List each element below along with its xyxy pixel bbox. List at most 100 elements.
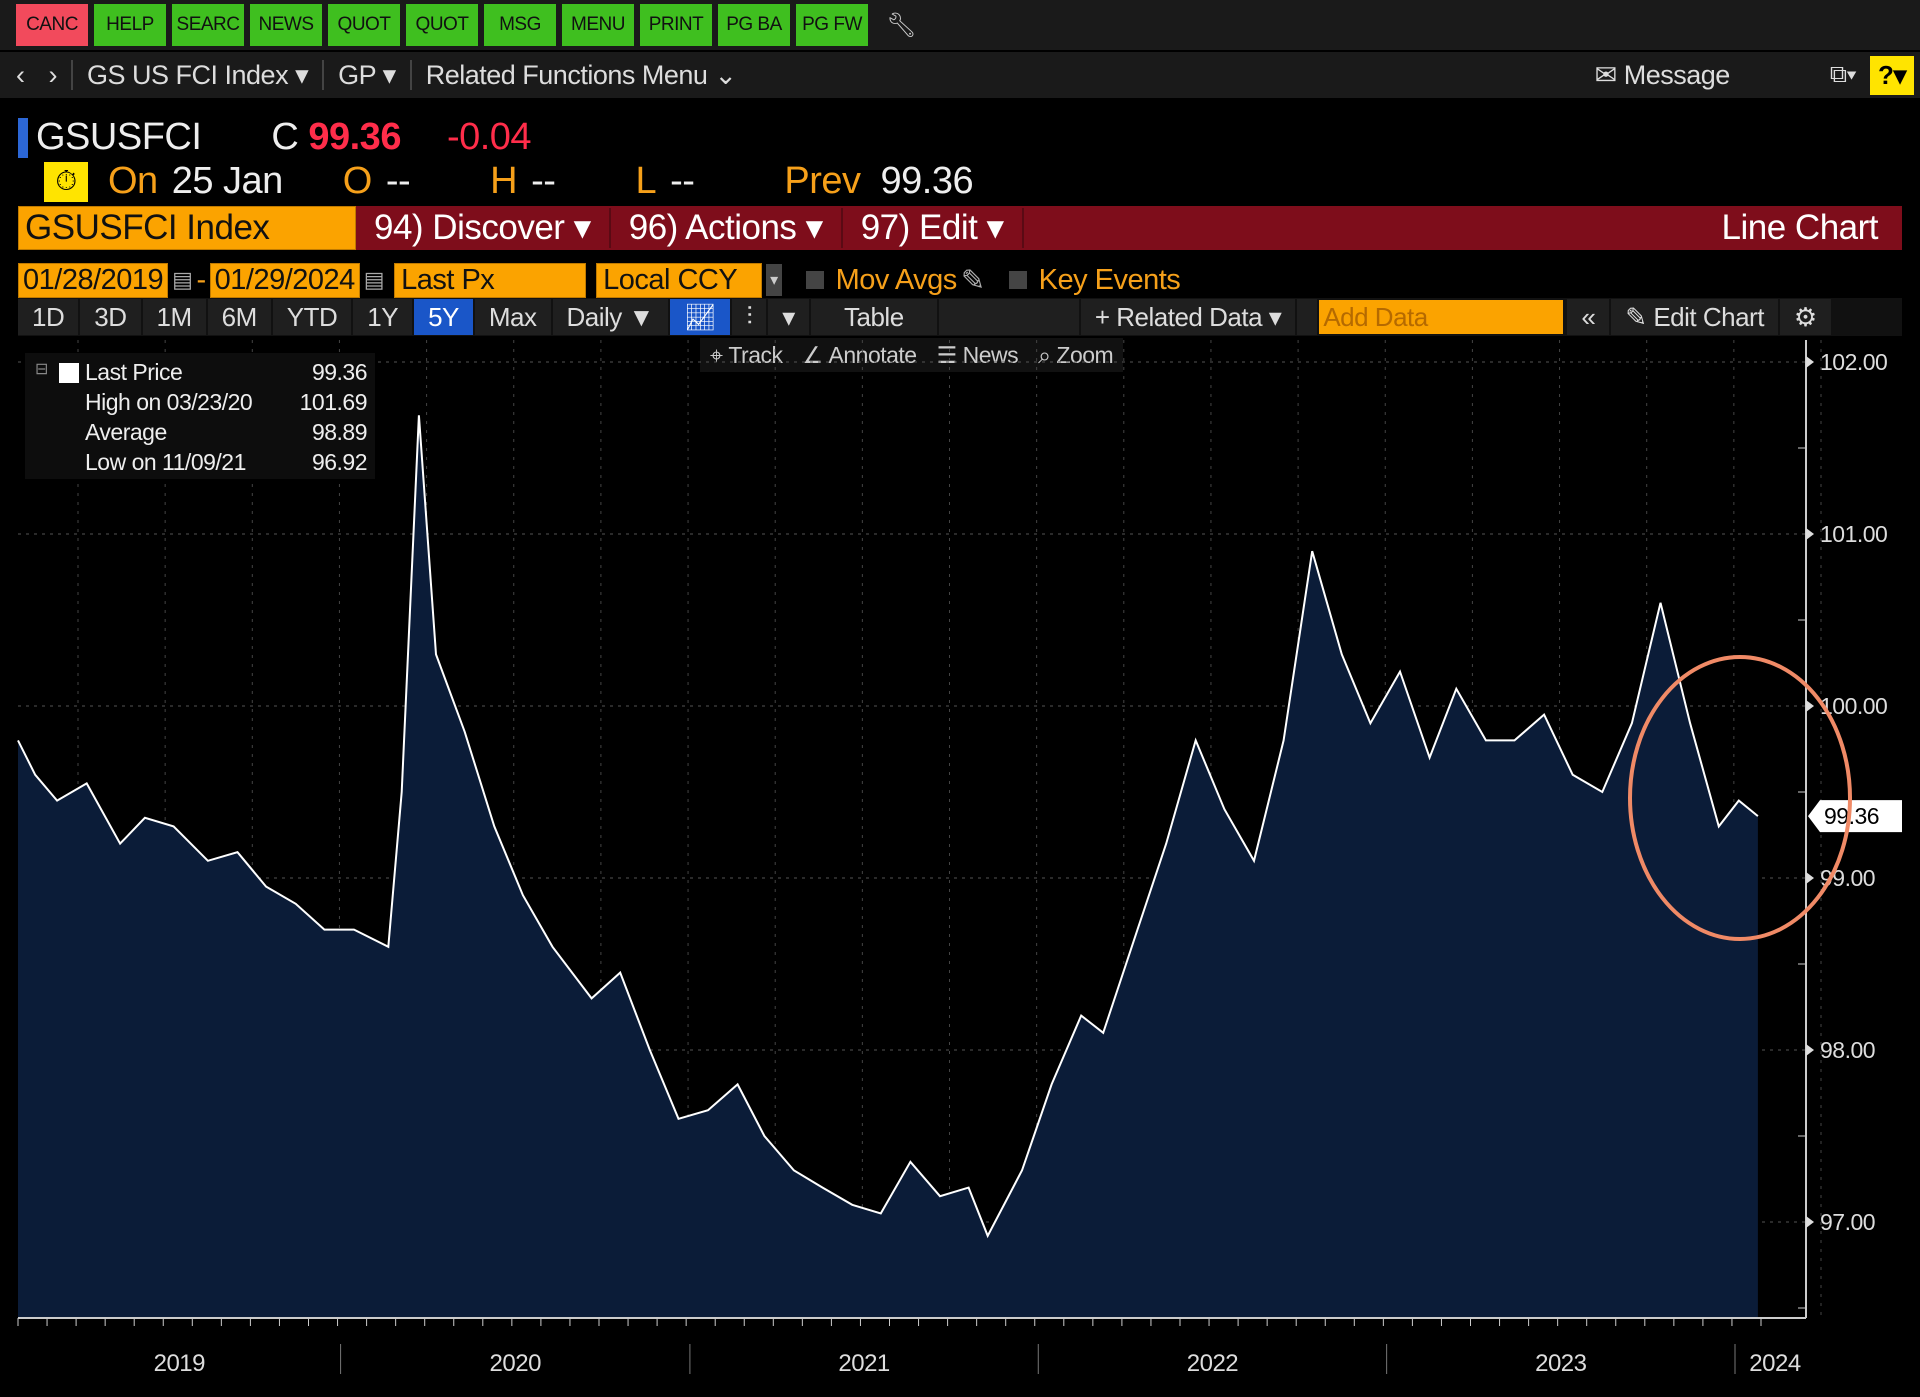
period-button[interactable]: 1D — [18, 299, 79, 335]
date-separator: - — [196, 263, 206, 296]
end-date-input[interactable]: 01/29/2024 — [209, 262, 360, 298]
period-button[interactable]: 6M — [207, 299, 271, 335]
calendar-icon[interactable]: ▤ — [172, 267, 193, 292]
function-key[interactable]: CANC — [16, 4, 88, 46]
action-bar: GSUSFCI Index 94) Discover ▾ 96) Actions… — [18, 206, 1902, 250]
ticker: GSUSFCI — [36, 116, 202, 158]
function-key[interactable]: QUOT — [328, 4, 400, 46]
y-tick-label: 97.00 — [1820, 1209, 1875, 1235]
forward-icon[interactable]: › — [48, 59, 58, 90]
security-field[interactable]: GSUSFCI Index — [18, 206, 356, 250]
open-label: O — [342, 160, 373, 202]
news-tool[interactable]: ☰ News — [936, 341, 1019, 368]
key-events-checkbox[interactable] — [1008, 271, 1027, 289]
annotation-circle — [1628, 655, 1852, 941]
function-dropdown[interactable]: GP ▾ — [338, 59, 396, 90]
function-key[interactable]: PRINT — [640, 4, 712, 46]
period-button[interactable]: 1M — [142, 299, 206, 335]
related-data-label: Related Data — [1116, 301, 1263, 332]
function-key[interactable]: SEARC — [172, 4, 244, 46]
color-marker — [18, 117, 28, 158]
pencil-icon[interactable]: ✎ — [960, 264, 985, 297]
line-chart-icon[interactable]: 📈︎ — [669, 299, 731, 335]
chart-legend: ⊟ Last Price 99.36 High on 03/23/20 101.69… — [25, 353, 375, 479]
period-button[interactable]: Max — [474, 299, 551, 335]
last-price: 99.36 — [308, 116, 401, 158]
collapse-icon[interactable]: « — [1567, 299, 1610, 335]
high-label: H — [490, 160, 518, 202]
zoom-label: Zoom — [1056, 341, 1114, 368]
divider — [322, 60, 325, 90]
period-button[interactable]: 5Y — [414, 299, 473, 335]
legend-label: Average — [85, 418, 167, 445]
window-icon[interactable]: ⧉▾ — [1829, 61, 1857, 88]
track-label: Track — [728, 341, 783, 368]
line-chart[interactable]: 102.00 101.00 100.00 99.00 98.00 97.00 2019 202… — [0, 340, 1920, 1397]
legend-label: Last Price — [85, 358, 183, 385]
actions-menu[interactable]: 96) Actions ▾ — [611, 208, 843, 248]
legend-value: 101.69 — [299, 388, 368, 415]
chart-style-dropdown-icon[interactable]: ▾ — [768, 299, 809, 335]
table-button[interactable]: Table — [810, 299, 937, 335]
legend-label: Low on 11/09/21 — [85, 448, 246, 475]
frequency-dropdown[interactable]: Daily ▼ — [552, 299, 668, 335]
y-tick-label: 100.00 — [1820, 693, 1887, 719]
related-label: Related Functions Menu — [425, 59, 708, 90]
start-date-input[interactable]: 01/28/2019 — [18, 262, 169, 298]
nav-bar: ‹ › GS US FCI Index ▾ GP ▾ Related Funct… — [0, 52, 1920, 98]
gear-icon[interactable]: ⚙ — [1779, 299, 1831, 335]
envelope-icon: ✉ — [1594, 59, 1618, 90]
annotate-tool[interactable]: ∠ Annotate — [802, 341, 918, 368]
y-tick — [1806, 356, 1814, 368]
message-button[interactable]: ✉ Message — [1594, 59, 1731, 91]
divider — [409, 60, 412, 90]
related-data-button[interactable]: + Related Data ▾ — [1080, 299, 1296, 335]
calendar-icon[interactable]: ▤ — [363, 267, 385, 292]
edit-menu[interactable]: 97) Edit ▾ — [843, 208, 1024, 248]
function-key[interactable]: PG FW — [796, 4, 868, 46]
function-key[interactable]: HELP — [94, 4, 166, 46]
track-tool[interactable]: ⌖ Track — [710, 341, 783, 368]
legend-item: Last Price 99.36 — [85, 357, 375, 387]
zoom-tool[interactable]: ⌕ Zoom — [1038, 341, 1114, 368]
function-key[interactable]: NEWS — [250, 4, 322, 46]
divider — [71, 60, 73, 90]
function-key[interactable]: MSG — [484, 4, 556, 46]
function-key[interactable]: PG BA — [718, 4, 790, 46]
annotate-label: Annotate — [828, 341, 918, 368]
add-data-input[interactable]: Add Data — [1319, 300, 1564, 334]
currency-dropdown-icon[interactable]: ▾ — [766, 264, 782, 296]
related-functions-menu[interactable]: Related Functions Menu ⌄ — [425, 59, 737, 90]
y-tick-label: 98.00 — [1820, 1037, 1875, 1063]
back-icon[interactable]: ‹ — [16, 59, 25, 90]
bar-chart-icon[interactable]: ⫶ — [732, 299, 767, 335]
legend-item: High on 03/23/20 101.69 — [85, 387, 375, 417]
x-tick-label: 2021 — [838, 1350, 890, 1377]
y-tick — [1806, 872, 1814, 884]
x-tick-label: 2020 — [490, 1350, 542, 1377]
wrench-icon[interactable]: 🔧︎ — [886, 11, 916, 39]
field-select[interactable]: Last Px — [394, 262, 587, 298]
currency-select[interactable]: Local CCY — [596, 262, 763, 298]
function-key[interactable]: MENU — [562, 4, 634, 46]
security-dropdown[interactable]: GS US FCI Index ▾ — [87, 59, 309, 90]
mov-avgs-label: Mov Avgs — [835, 263, 958, 296]
period-button[interactable]: 1Y — [353, 299, 413, 335]
last-price-swatch — [59, 363, 79, 383]
y-tick-label: 101.00 — [1820, 521, 1887, 547]
y-tick — [1806, 1216, 1814, 1228]
security-label: GS US FCI Index — [87, 59, 289, 90]
discover-menu[interactable]: 94) Discover ▾ — [356, 208, 611, 248]
collapse-legend-icon[interactable]: ⊟ — [35, 361, 48, 378]
edit-chart-button[interactable]: ✎ Edit Chart — [1611, 299, 1778, 335]
legend-value: 96.92 — [311, 448, 368, 475]
period-button[interactable]: YTD — [272, 299, 352, 335]
help-button[interactable]: ?▾ — [1870, 55, 1914, 95]
gauge-icon[interactable]: ⏱ — [44, 161, 88, 202]
period-button[interactable]: 3D — [80, 299, 141, 335]
ohlc-row: ⏱ On 25 Jan O -- H -- L -- Prev 99.36 — [44, 160, 974, 203]
function-key[interactable]: QUOT — [406, 4, 478, 46]
mov-avgs-checkbox[interactable] — [805, 271, 824, 289]
chart-tools: ⌖ Track ∠ Annotate ☰ News ⌕ Zoom — [700, 338, 1124, 372]
discover-label: 94) Discover — [374, 208, 565, 247]
